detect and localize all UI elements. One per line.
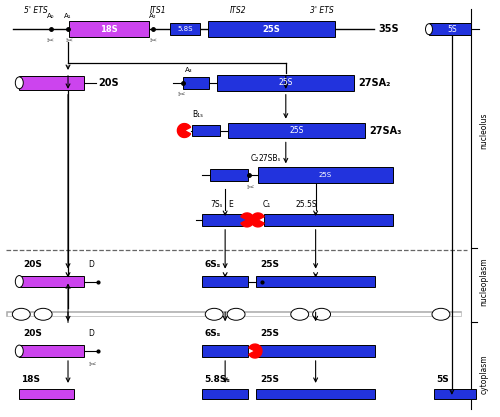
Text: 3' ETS: 3' ETS (310, 6, 334, 15)
Text: 25S: 25S (290, 126, 304, 135)
Ellipse shape (16, 77, 24, 89)
Bar (20, 276, 84, 287)
Text: C₁: C₁ (263, 200, 271, 209)
Bar (170, 23, 200, 35)
Text: 5.8S: 5.8S (178, 26, 193, 32)
Text: 5.8Sₛ: 5.8Sₛ (204, 375, 230, 384)
Bar (20, 389, 74, 399)
Text: A₀: A₀ (48, 13, 55, 19)
Bar (434, 389, 476, 399)
Bar (20, 76, 84, 90)
Text: A₃: A₃ (186, 67, 193, 73)
Text: ✂: ✂ (66, 35, 72, 45)
Bar (210, 169, 248, 181)
Ellipse shape (227, 308, 245, 320)
Bar (256, 345, 376, 357)
Text: 27SBₛ: 27SBₛ (259, 154, 281, 163)
Ellipse shape (432, 308, 450, 320)
Bar (228, 123, 366, 138)
Bar (202, 214, 248, 226)
Bar (429, 23, 471, 35)
Text: A₁: A₁ (64, 13, 72, 19)
Text: 27SA₃: 27SA₃ (370, 126, 402, 136)
Text: ✂: ✂ (178, 90, 185, 99)
Text: C₂: C₂ (251, 154, 260, 163)
Bar (202, 345, 248, 357)
Bar (217, 75, 354, 91)
Text: 25S: 25S (260, 260, 279, 269)
Text: 25S: 25S (319, 172, 332, 178)
Bar (208, 21, 334, 37)
Text: 27SA₂: 27SA₂ (358, 78, 391, 88)
Text: 18S: 18S (100, 25, 117, 34)
Bar (256, 276, 376, 287)
Ellipse shape (206, 308, 223, 320)
Bar (202, 276, 248, 287)
Text: cytoplasm: cytoplasm (479, 354, 488, 394)
Text: ✂: ✂ (150, 35, 157, 45)
Bar (258, 167, 393, 183)
Text: ITS2: ITS2 (230, 6, 246, 15)
Text: 6Sₛ: 6Sₛ (204, 329, 220, 338)
Ellipse shape (34, 308, 52, 320)
Text: nucleoplasm: nucleoplasm (479, 257, 488, 306)
Wedge shape (178, 123, 190, 138)
Text: ✂: ✂ (246, 183, 254, 193)
Text: 25S: 25S (262, 25, 280, 34)
Text: 7Sₛ: 7Sₛ (210, 200, 222, 209)
Text: ✂: ✂ (88, 360, 96, 369)
Text: 25S: 25S (278, 78, 293, 87)
Text: 25S: 25S (260, 329, 279, 338)
Text: 5' ETS: 5' ETS (24, 6, 48, 15)
Text: ITS1: ITS1 (150, 6, 167, 15)
Bar (20, 345, 84, 357)
Ellipse shape (426, 24, 432, 35)
Text: 18S: 18S (22, 375, 40, 384)
Ellipse shape (16, 345, 24, 357)
Wedge shape (241, 213, 254, 227)
Text: 35S: 35S (378, 24, 399, 34)
Text: A₂: A₂ (148, 13, 156, 19)
Ellipse shape (291, 308, 308, 320)
Text: D: D (88, 260, 94, 269)
Text: B₁ₛ: B₁ₛ (192, 110, 203, 118)
Bar (264, 214, 393, 226)
Text: 20S: 20S (98, 78, 118, 88)
Text: 20S: 20S (24, 329, 42, 338)
Ellipse shape (12, 308, 30, 320)
Text: ✂: ✂ (46, 35, 54, 45)
Ellipse shape (16, 276, 24, 287)
Text: nucleolus: nucleolus (479, 112, 488, 149)
Bar (69, 21, 148, 37)
Text: 20S: 20S (24, 260, 42, 269)
Text: 25.5S: 25.5S (296, 200, 318, 209)
Text: 5S: 5S (447, 25, 456, 34)
Ellipse shape (312, 308, 330, 320)
Text: 5S: 5S (436, 375, 448, 384)
Wedge shape (251, 213, 264, 227)
Text: D: D (88, 329, 94, 338)
Text: E: E (228, 200, 233, 209)
Text: 25S: 25S (260, 375, 279, 384)
Bar (202, 389, 248, 399)
Bar (192, 125, 220, 136)
Wedge shape (249, 344, 262, 358)
Text: 6Sₛ: 6Sₛ (204, 260, 220, 269)
Bar (184, 77, 209, 89)
Bar (256, 389, 376, 399)
